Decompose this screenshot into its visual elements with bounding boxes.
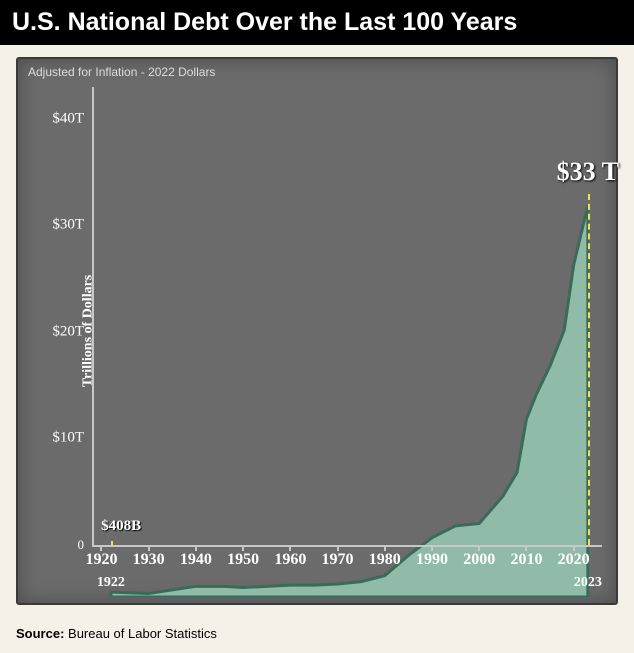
x-axis: 1920193019401950196019701980199020002010…: [92, 545, 602, 603]
chart-subtitle: Adjusted for Inflation - 2022 Dollars: [18, 59, 616, 85]
x-tick-label: 2000: [463, 551, 495, 569]
x-tick-label: 1940: [180, 551, 212, 569]
source-value: Bureau of Labor Statistics: [64, 626, 216, 641]
y-tick-label: $30T: [52, 217, 84, 234]
x-tick-label: 1960: [274, 551, 306, 569]
y-tick-label: $20T: [52, 323, 84, 340]
start-callout: $408B: [101, 518, 141, 535]
x-tick-label: 1930: [133, 551, 165, 569]
x-tick-label: 2010: [510, 551, 542, 569]
source-attribution: Source: Bureau of Labor Statistics: [16, 626, 217, 641]
y-tick-label: 0: [78, 537, 85, 553]
x-sublabel: 2023: [574, 575, 602, 591]
end-callout: $33 T: [557, 157, 619, 187]
source-label: Source:: [16, 626, 64, 641]
marker-vline: [588, 194, 590, 546]
area-chart: [92, 87, 602, 597]
x-sublabel: 1922: [97, 575, 125, 591]
x-tick-label: 1920: [85, 551, 117, 569]
x-tick-label: 1980: [369, 551, 401, 569]
plot-area: 0$10T$20T$30T$40T$33 T$408B: [92, 87, 602, 545]
x-tick-label: 1990: [416, 551, 448, 569]
chart-container: Adjusted for Inflation - 2022 Dollars Tr…: [16, 57, 618, 605]
y-tick-label: $40T: [52, 110, 84, 127]
chart-title: U.S. National Debt Over the Last 100 Yea…: [0, 0, 634, 45]
x-tick-label: 1950: [227, 551, 259, 569]
x-tick-label: 2020: [558, 551, 590, 569]
y-tick-label: $10T: [52, 430, 84, 447]
x-tick-label: 1970: [322, 551, 354, 569]
